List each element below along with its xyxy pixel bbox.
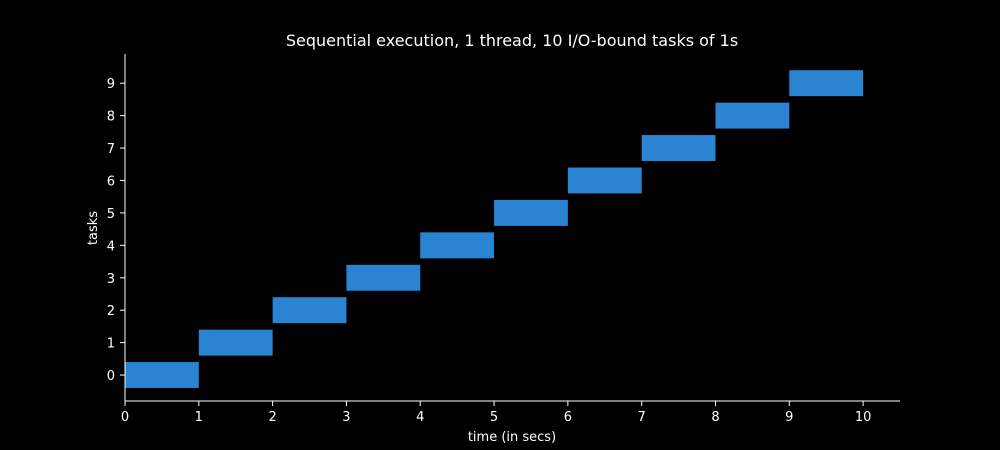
task-bar-4 [420, 232, 495, 259]
y-tick-label: 1 [107, 337, 115, 352]
task-bar-0 [125, 362, 199, 389]
task-bar-1 [198, 329, 273, 356]
y-tick-label: 9 [107, 77, 115, 92]
y-axis-label: tasks [86, 211, 101, 245]
x-tick-label: 10 [855, 410, 872, 425]
chart-title: Sequential execution, 1 thread, 10 I/O-b… [286, 31, 738, 50]
y-tick-label: 6 [107, 174, 115, 189]
task-bar-7 [641, 135, 716, 162]
x-tick-label: 1 [195, 410, 203, 425]
x-tick-label: 9 [785, 410, 793, 425]
x-tick-label: 6 [564, 410, 572, 425]
x-tick-label: 2 [268, 410, 276, 425]
x-tick-label: 4 [416, 410, 424, 425]
task-bar-2 [272, 297, 347, 324]
task-bar-8 [715, 102, 790, 129]
x-tick-label: 0 [121, 410, 129, 425]
task-bar-5 [494, 199, 568, 226]
y-tick-label: 8 [107, 110, 115, 125]
x-tick-label: 7 [638, 410, 646, 425]
x-tick-label: 3 [342, 410, 350, 425]
task-bar-3 [346, 264, 421, 291]
y-tick-label: 4 [107, 239, 115, 254]
x-tick-label: 5 [490, 410, 498, 425]
task-bar-6 [567, 167, 642, 194]
y-tick-label: 2 [107, 304, 115, 319]
bars-group [125, 70, 864, 389]
x-ticks: 0 1 2 3 4 5 6 7 8 9 10 [121, 401, 872, 425]
y-tick-label: 0 [107, 369, 115, 384]
task-bar-9 [789, 70, 864, 97]
y-tick-label: 3 [107, 272, 115, 287]
y-ticks: 0 1 2 3 4 5 6 7 8 9 [107, 77, 125, 384]
x-axis-label: time (in secs) [468, 430, 556, 445]
x-tick-label: 8 [711, 410, 719, 425]
y-tick-label: 5 [107, 207, 115, 222]
y-tick-label: 7 [107, 142, 115, 157]
